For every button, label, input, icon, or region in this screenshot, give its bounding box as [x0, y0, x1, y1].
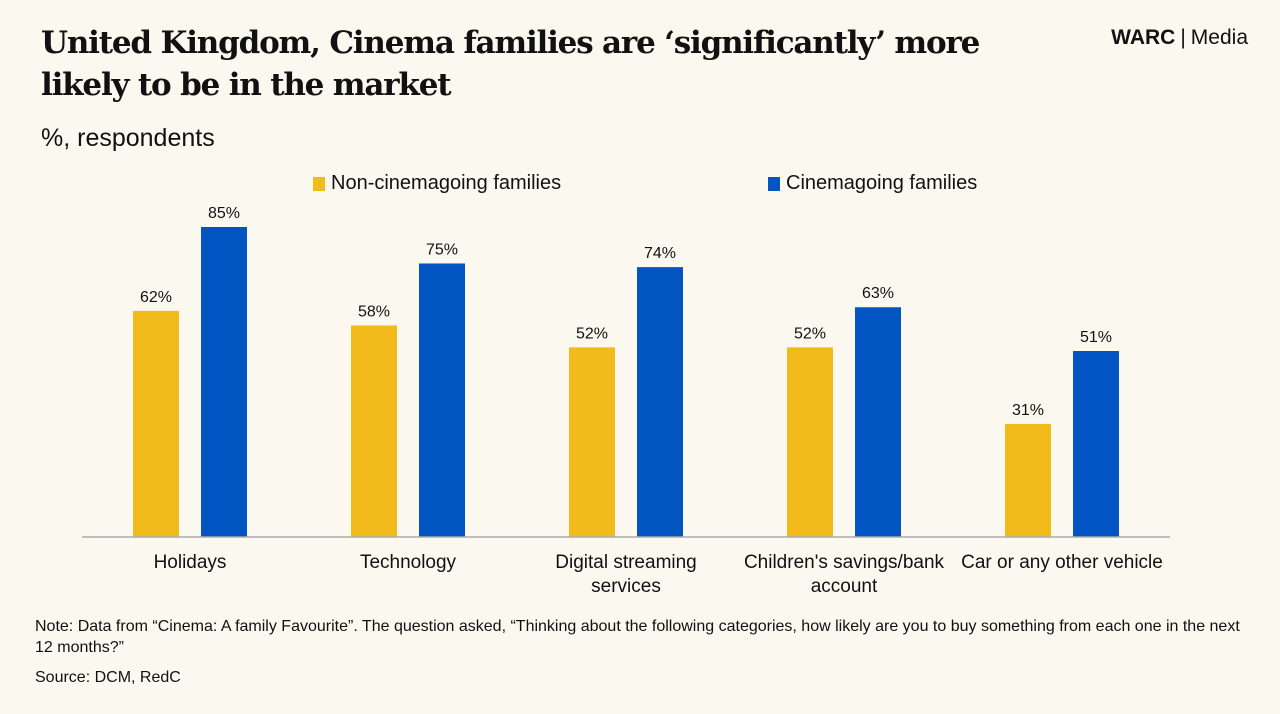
- x-tick-label: Children's savings/bank: [744, 552, 945, 573]
- chart-source: Source: DCM, RedC: [35, 669, 181, 686]
- legend-swatch-blue: [768, 176, 780, 191]
- legend-item-cinemagoing: Cinemagoing families: [768, 172, 977, 195]
- legend-label: Cinemagoing families: [786, 172, 978, 194]
- x-tick-label: Digital streaming: [555, 552, 697, 573]
- data-label: 52%: [576, 325, 608, 342]
- chart-note: Note: Data from “Cinema: A family Favour…: [35, 618, 1240, 656]
- bar-cinemagoing: [419, 263, 465, 537]
- data-label: 62%: [140, 289, 172, 306]
- data-label: 51%: [1080, 329, 1112, 346]
- warc-media-logo: WARC | Media: [1111, 26, 1248, 50]
- data-label: 74%: [644, 245, 676, 262]
- chart-subtitle: %, respondents: [41, 124, 215, 152]
- x-tick-label: services: [591, 576, 661, 597]
- logo-section: Media: [1190, 26, 1248, 49]
- chart-title: United Kingdom, Cinema families are ‘sig…: [41, 25, 980, 103]
- bar-cinemagoing: [1073, 351, 1119, 537]
- legend-label: Non-cinemagoing families: [331, 172, 562, 194]
- data-label: 58%: [358, 303, 390, 320]
- data-label: 63%: [862, 285, 894, 302]
- bar-cinemagoing: [201, 227, 247, 537]
- x-tick-label: account: [811, 576, 878, 597]
- logo-brand: WARC: [1111, 26, 1176, 49]
- bar-non-cinemagoing: [569, 347, 615, 537]
- bar-non-cinemagoing: [1005, 423, 1051, 537]
- bar-non-cinemagoing: [133, 310, 179, 537]
- bar-cinemagoing: [637, 267, 683, 537]
- data-label: 52%: [794, 325, 826, 342]
- data-label: 75%: [426, 241, 458, 258]
- bar-non-cinemagoing: [787, 347, 833, 537]
- x-tick-label: Holidays: [154, 552, 227, 573]
- bar-non-cinemagoing: [351, 325, 397, 537]
- x-tick-label: Car or any other vehicle: [961, 552, 1163, 573]
- x-tick-label: Technology: [360, 552, 457, 573]
- legend-item-non-cinemagoing: Non-cinemagoing families: [313, 172, 561, 195]
- data-label: 85%: [208, 205, 240, 222]
- logo-separator: |: [1180, 26, 1186, 49]
- legend-swatch-yellow: [313, 176, 325, 191]
- data-label: 31%: [1012, 402, 1044, 419]
- bar-cinemagoing: [855, 307, 901, 537]
